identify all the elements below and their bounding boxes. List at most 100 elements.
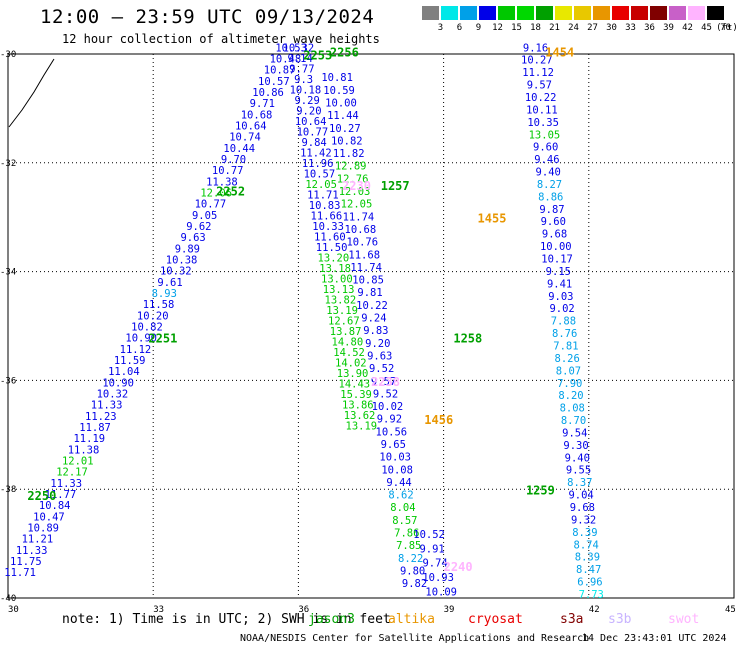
swh-value: 9.16 xyxy=(523,42,548,54)
swh-value: 11.60 xyxy=(314,231,346,243)
swh-value: 11.04 xyxy=(108,366,140,378)
swh-value: 11.59 xyxy=(114,355,146,367)
swh-value: 13.13 xyxy=(323,284,355,296)
swh-value: 9.3 xyxy=(294,74,313,86)
swh-value: 12.05 xyxy=(305,179,337,191)
swh-value: 11.71 xyxy=(4,567,36,579)
scale-label: 45 xyxy=(701,23,712,33)
scale-swatch xyxy=(441,6,458,20)
swh-value: 13.19 xyxy=(346,420,378,432)
swh-value: 8.27 xyxy=(537,179,562,191)
swh-value: 10.85 xyxy=(352,275,384,287)
swh-value: 10.20 xyxy=(137,310,169,322)
swh-value: 9.82 xyxy=(402,578,427,590)
scale-label: 21 xyxy=(549,23,560,33)
swh-value: 9.61 xyxy=(157,277,182,289)
swh-value: 10.83 xyxy=(309,200,341,212)
swh-value: 10.57 xyxy=(258,76,290,88)
scale-label: 15 xyxy=(511,23,522,33)
scale-label: 18 xyxy=(530,23,541,33)
swh-value: 14.43 xyxy=(339,378,371,390)
scale-swatch xyxy=(669,6,686,20)
swh-value: 9.44 xyxy=(386,477,411,489)
swh-value: 9.30 xyxy=(563,440,588,452)
swh-value: 7.88 xyxy=(551,316,576,328)
mission-label: s3a xyxy=(560,612,584,627)
pass-time-label: 1259 xyxy=(526,484,555,498)
swh-value: 11.42 xyxy=(300,147,332,159)
swh-value: 9.60 xyxy=(533,142,558,154)
pass-time-label: 2240 xyxy=(444,560,473,574)
scale-swatch xyxy=(574,6,591,20)
swh-value: 10.00 xyxy=(540,241,572,253)
y-tick-label: -38 xyxy=(0,485,16,495)
swh-value: 10.86 xyxy=(252,87,284,99)
swh-value: 9.55 xyxy=(566,465,591,477)
swh-value: 9.63 xyxy=(180,232,205,244)
scale-swatch xyxy=(517,6,534,20)
mission-label: altika xyxy=(388,612,435,627)
swh-value: 10.38 xyxy=(166,254,198,266)
swh-value: 10.93 xyxy=(422,572,454,584)
swh-value: 10.32 xyxy=(283,42,315,54)
scale-label: 33 xyxy=(625,23,636,33)
swh-value: 10.33 xyxy=(312,221,344,233)
swh-value: 13.18 xyxy=(319,263,351,275)
swh-value: 7.86 xyxy=(394,528,419,540)
swh-value: 9.41 xyxy=(547,278,572,290)
scale-swatch xyxy=(593,6,610,20)
swh-value: 9.77 xyxy=(289,63,314,75)
swh-value: 9.40 xyxy=(536,167,561,179)
swh-value: 7.73 xyxy=(579,589,604,601)
swh-value: 8.76 xyxy=(552,328,577,340)
swh-value: 13.19 xyxy=(326,305,358,317)
swh-value: 11.68 xyxy=(348,249,380,261)
mission-label: swot xyxy=(668,612,700,627)
satellite-tracks: 11.7111.7511.3311.2110.8910.4710.8411.77… xyxy=(4,42,604,601)
swh-value: 12.89 xyxy=(335,161,367,173)
swh-value: 11.58 xyxy=(143,299,175,311)
swh-value: 11.12 xyxy=(522,67,554,79)
map-frame xyxy=(7,53,735,599)
swh-value: 11.33 xyxy=(16,545,48,557)
swh-value: 10.81 xyxy=(321,72,353,84)
scale-swatch xyxy=(460,6,477,20)
swh-value: 10.68 xyxy=(345,224,377,236)
swh-value: 13.20 xyxy=(318,252,350,264)
swh-value: 10.03 xyxy=(379,452,411,464)
swh-value: 9.14 xyxy=(287,53,312,65)
swh-value: 9.57 xyxy=(371,376,396,388)
swh-value: 10.77 xyxy=(297,126,329,138)
pass-time-label: 1456 xyxy=(424,413,453,427)
swh-value: 8.70 xyxy=(561,415,586,427)
scale-label: 39 xyxy=(663,23,674,33)
scale-swatch xyxy=(612,6,629,20)
swh-value: 9.62 xyxy=(186,221,211,233)
swh-value: 9.60 xyxy=(541,216,566,228)
swh-value: 10.52 xyxy=(413,529,445,541)
swh-value: 9.91 xyxy=(419,543,444,555)
swh-value: 9.03 xyxy=(548,291,573,303)
swh-value: 9.71 xyxy=(250,98,275,110)
scale-label: 36 xyxy=(644,23,655,33)
scale-label: 30 xyxy=(606,23,617,33)
swh-value: 9.32 xyxy=(571,514,596,526)
swh-value: 9.04 xyxy=(568,490,593,502)
swh-value: 8.47 xyxy=(576,564,601,576)
x-tick-label: 30 xyxy=(8,605,19,615)
swh-value: 9.87 xyxy=(539,204,564,216)
swh-value: 10.64 xyxy=(235,120,267,132)
swh-value: 8.20 xyxy=(558,390,583,402)
swh-value: 8.26 xyxy=(555,353,580,365)
pass-time-label: 2256 xyxy=(330,46,359,60)
swh-value: 11.71 xyxy=(307,189,339,201)
swh-value: 9.83 xyxy=(363,325,388,337)
swh-value: 10.90 xyxy=(102,377,134,389)
pass-time-label: 1454 xyxy=(545,46,574,60)
swh-value: 11.66 xyxy=(311,210,343,222)
swh-value: 12.67 xyxy=(328,315,360,327)
scale-label: 9 xyxy=(475,23,482,33)
swh-value: 11.33 xyxy=(91,400,123,412)
swh-value: 8.39 xyxy=(575,552,600,564)
